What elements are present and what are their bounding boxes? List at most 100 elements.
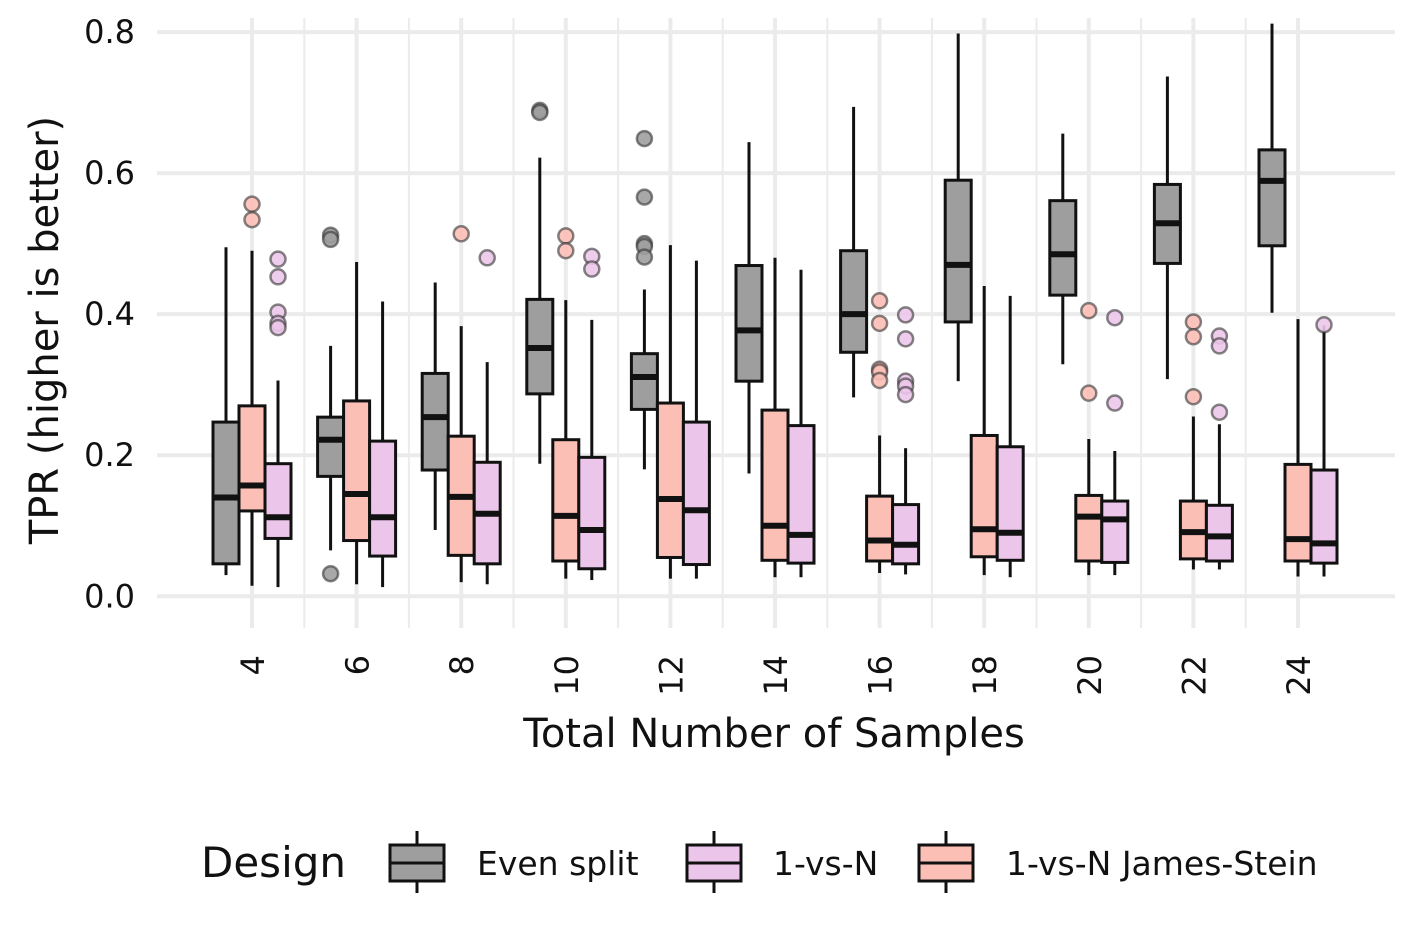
box-group xyxy=(839,106,869,398)
box-group xyxy=(995,295,1025,578)
box-group xyxy=(760,257,790,578)
box-body xyxy=(969,433,999,559)
box-group xyxy=(577,247,607,581)
box-body xyxy=(865,494,895,563)
y-tick-label: 0.2 xyxy=(84,436,135,474)
x-tick-label: 12 xyxy=(652,655,690,696)
box-group xyxy=(969,285,999,576)
box-group xyxy=(342,262,372,585)
outlier-point xyxy=(1210,337,1229,355)
box-series xyxy=(211,23,1339,588)
box-body xyxy=(263,462,293,540)
outlier-point xyxy=(557,227,575,245)
legend-key xyxy=(388,831,446,893)
box-body xyxy=(1048,199,1078,297)
outlier-point xyxy=(478,249,496,267)
box-body xyxy=(760,408,790,562)
box-body xyxy=(551,438,581,563)
outlier-point xyxy=(896,330,915,348)
box-body xyxy=(368,439,398,558)
box-body xyxy=(1204,503,1234,563)
outlier-point xyxy=(531,103,549,122)
x-tick-label: 22 xyxy=(1175,655,1213,696)
outlier-point xyxy=(243,195,261,213)
box-group xyxy=(1074,301,1104,576)
box-group xyxy=(263,250,293,588)
outlier-point xyxy=(1184,387,1203,406)
x-axis-title: Total Number of Samples xyxy=(522,711,1025,757)
box-group xyxy=(734,142,764,474)
outlier-point xyxy=(896,306,915,324)
box-body xyxy=(316,415,346,478)
outlier-point xyxy=(870,371,889,390)
outlier-point xyxy=(269,268,287,286)
box-body xyxy=(655,401,685,559)
box-group xyxy=(1283,319,1313,577)
y-tick-label: 0.8 xyxy=(84,13,135,51)
outlier-point xyxy=(635,248,654,266)
outlier-point xyxy=(1184,313,1203,331)
box-group xyxy=(237,195,267,586)
x-tick-label: 10 xyxy=(548,655,586,696)
legend: Design Even split 1-vs-N 1-vs-N James-Stei… xyxy=(201,831,1318,893)
box-body xyxy=(1283,462,1313,563)
box-body xyxy=(786,424,816,565)
box-body xyxy=(1100,499,1130,564)
legend-key xyxy=(917,831,975,893)
x-tick-label: 14 xyxy=(757,655,795,696)
x-tick-label: 24 xyxy=(1280,655,1318,696)
box-group xyxy=(420,282,450,530)
x-tick-label: 18 xyxy=(966,655,1004,696)
outlier-point xyxy=(321,230,340,249)
box-body xyxy=(420,371,450,472)
x-axis-ticks: 4 6 8 10 12 14 16 18 20 22 24 xyxy=(234,655,1318,696)
box-group xyxy=(1048,133,1078,365)
outlier-point xyxy=(896,385,915,404)
legend-label: Even split xyxy=(477,844,639,883)
box-group xyxy=(316,226,346,583)
outlier-point xyxy=(321,564,340,583)
outlier-point xyxy=(1210,403,1229,421)
box-body xyxy=(237,404,267,513)
box-group xyxy=(1309,316,1339,577)
box-body xyxy=(211,420,241,566)
box-body xyxy=(1074,493,1104,563)
box-body xyxy=(839,249,869,354)
box-body xyxy=(629,352,659,411)
outlier-point xyxy=(243,210,261,229)
box-group xyxy=(1257,23,1287,313)
outlier-point xyxy=(269,250,287,268)
box-group xyxy=(1178,313,1208,570)
outlier-point xyxy=(1080,384,1098,402)
box-group xyxy=(1100,308,1130,576)
box-group xyxy=(211,247,241,576)
outlier-point xyxy=(583,260,601,278)
legend-title: Design xyxy=(201,838,346,887)
outlier-point xyxy=(557,241,575,260)
y-tick-label: 0.6 xyxy=(84,154,135,192)
box-group xyxy=(786,269,816,578)
box-body xyxy=(734,264,764,383)
outlier-point xyxy=(452,225,470,243)
box-group xyxy=(1152,76,1182,380)
box-group xyxy=(525,101,555,464)
outlier-point xyxy=(1106,308,1124,327)
outlier-point xyxy=(635,188,654,206)
outlier-point xyxy=(1184,328,1203,346)
box-body xyxy=(1257,148,1287,248)
box-body xyxy=(577,455,607,571)
y-tick-label: 0.4 xyxy=(84,295,135,333)
outlier-point xyxy=(1106,394,1124,412)
x-tick-label: 20 xyxy=(1071,655,1109,696)
box-group xyxy=(681,260,711,579)
box-body xyxy=(342,399,372,543)
y-axis-title: TPR (higher is better) xyxy=(22,116,68,545)
box-body xyxy=(995,445,1025,562)
y-axis-ticks: 0.0 0.2 0.4 0.6 0.8 xyxy=(84,13,135,615)
outlier-point xyxy=(269,318,287,337)
box-group xyxy=(368,301,398,588)
legend-key xyxy=(685,831,743,893)
legend-label: 1-vs-N xyxy=(773,844,878,883)
